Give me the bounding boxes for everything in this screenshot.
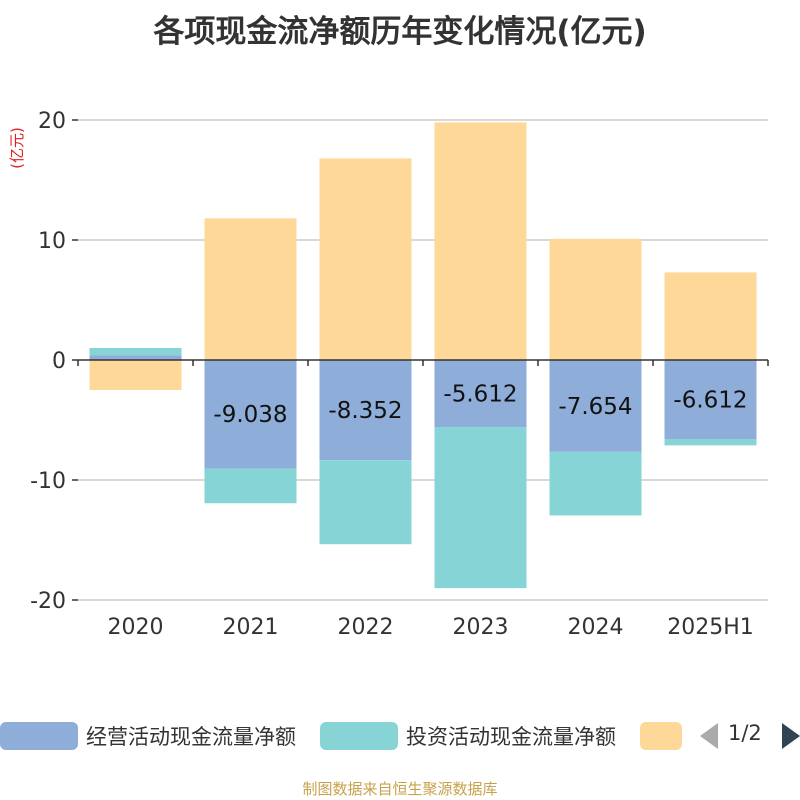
bar-series-1-2022[interactable]	[319, 460, 412, 545]
legend-label-investing: 投资活动现金流量净额	[406, 725, 616, 749]
bar-series-0-2023[interactable]	[434, 360, 527, 428]
legend-page-indicator: 1/2	[728, 721, 762, 745]
bar-series-0-2022[interactable]	[319, 360, 412, 461]
legend-swatch-financing	[640, 722, 682, 750]
source-note: 制图数据来自恒生聚源数据库	[302, 780, 498, 798]
bar-series-0-2025H1[interactable]	[664, 360, 757, 440]
bar-series-2-2025H1[interactable]	[664, 272, 757, 360]
y-axis-unit-label: (亿元)	[8, 127, 26, 169]
legend-prev-page-icon[interactable]	[700, 723, 718, 749]
legend-swatch-operating	[0, 722, 78, 750]
legend-item-investing[interactable]: 投资活动现金流量净额	[320, 716, 616, 756]
data-label-2025H1: -6.612	[673, 388, 747, 414]
bar-series-1-2021[interactable]	[204, 468, 297, 504]
chart-title: 各项现金流净额历年变化情况(亿元)	[153, 14, 647, 50]
data-label-2021: -9.038	[213, 402, 287, 428]
bar-series-1-2024[interactable]	[549, 451, 642, 516]
legend: 经营活动现金流量净额 投资活动现金流量净额 1/2	[0, 716, 800, 756]
legend-label-operating: 经营活动现金流量净额	[86, 725, 296, 749]
x-tick-label: 2020	[108, 615, 164, 640]
bar-series-2-2020[interactable]	[89, 360, 182, 390]
bar-series-1-2020[interactable]	[89, 348, 182, 356]
legend-swatch-investing	[320, 722, 398, 750]
y-tick-label: 0	[52, 349, 66, 374]
x-tick-label: 2021	[223, 615, 279, 640]
y-tick-label: 20	[38, 109, 66, 134]
x-tick-label: 2025H1	[667, 615, 754, 640]
y-tick-label: -10	[30, 469, 66, 494]
x-tick-label: 2024	[568, 615, 624, 640]
data-label-2024: -7.654	[558, 394, 632, 420]
data-label-2022: -8.352	[328, 398, 402, 424]
bar-series-0-2020[interactable]	[89, 355, 182, 360]
bar-series-2-2022[interactable]	[319, 158, 412, 360]
legend-item-financing[interactable]	[640, 716, 682, 756]
y-tick-label: 10	[38, 229, 66, 254]
bar-series-0-2021[interactable]	[204, 360, 297, 469]
legend-item-operating[interactable]: 经营活动现金流量净额	[0, 716, 296, 756]
bar-series-1-2025H1[interactable]	[664, 439, 757, 446]
bar-series-2-2024[interactable]	[549, 238, 642, 360]
bar-series-2-2023[interactable]	[434, 122, 527, 361]
x-tick-label: 2022	[338, 615, 394, 640]
x-tick-label: 2023	[453, 615, 509, 640]
y-tick-label: -20	[30, 589, 66, 614]
legend-next-page-icon[interactable]	[782, 723, 800, 749]
bar-series-1-2023[interactable]	[434, 427, 527, 589]
bar-series-0-2024[interactable]	[549, 360, 642, 452]
data-label-2023: -5.612	[443, 382, 517, 408]
bar-series-2-2021[interactable]	[204, 218, 297, 360]
